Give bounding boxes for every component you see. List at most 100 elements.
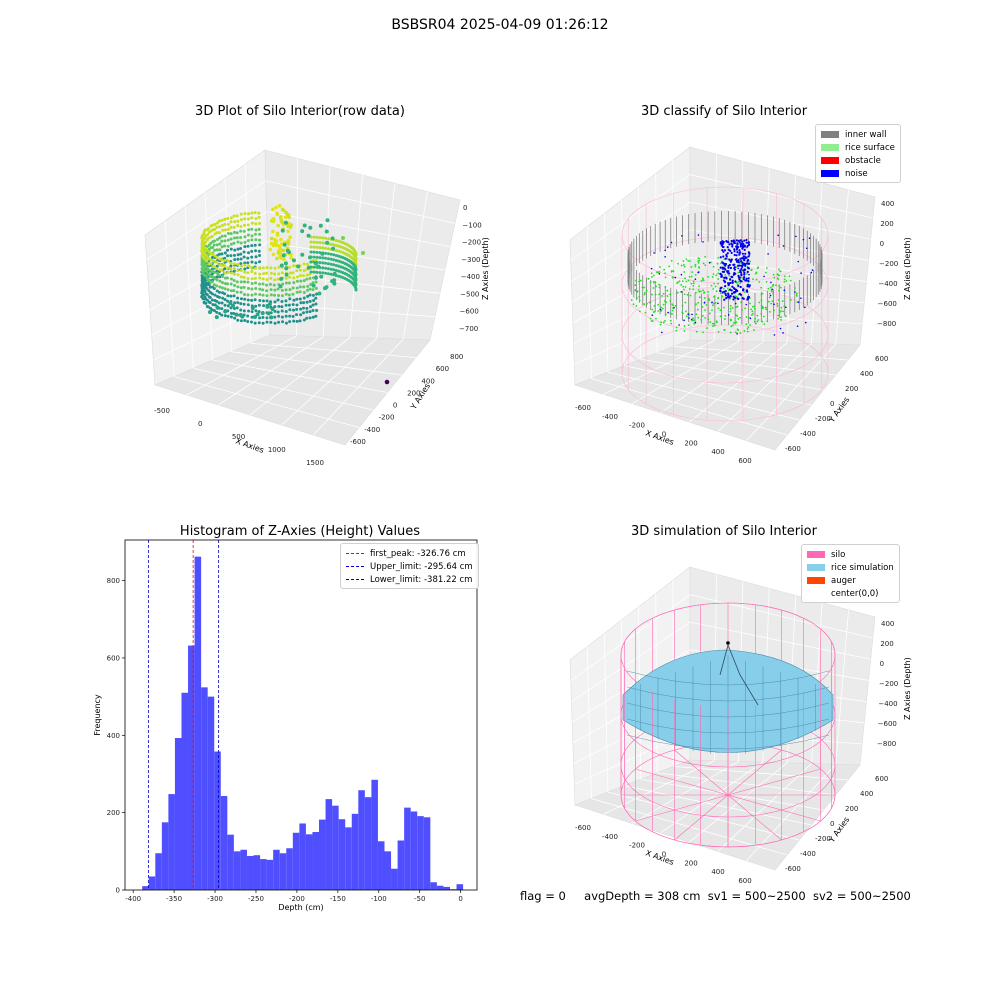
scatter-point xyxy=(257,249,261,253)
scatter-point xyxy=(276,310,280,314)
rice-surface-point xyxy=(711,309,713,312)
scatter-point xyxy=(250,216,254,220)
scatter-point xyxy=(209,224,213,228)
rice-surface-point xyxy=(681,280,684,283)
scatter-point xyxy=(226,288,230,292)
silo-wireframe-spoke xyxy=(674,749,729,796)
noise-point xyxy=(711,301,713,303)
scatter-point xyxy=(226,259,230,263)
rice-surface-point xyxy=(680,284,683,286)
legend-label: Upper_limit: -295.64 cm xyxy=(370,561,473,572)
rice-surface-point xyxy=(661,295,663,297)
rice-surface-point xyxy=(659,323,662,326)
rice-surface-point xyxy=(711,276,714,278)
rice-surface-point xyxy=(719,315,722,318)
rice-surface-point xyxy=(761,320,764,323)
scatter-point xyxy=(254,249,258,253)
scatter-point xyxy=(229,267,233,271)
rice-surface-point xyxy=(754,307,756,310)
histogram-bar xyxy=(220,796,228,890)
scatter-point xyxy=(246,271,250,275)
histogram-bar xyxy=(377,841,385,890)
noise-point xyxy=(728,272,731,275)
rice-surface-point xyxy=(651,276,653,278)
histogram-bar xyxy=(227,834,234,890)
scatter-point xyxy=(284,272,289,277)
rice-surface-point xyxy=(635,279,637,282)
noise-point xyxy=(742,242,745,245)
grid-line xyxy=(586,226,592,379)
noise-point xyxy=(742,255,745,258)
scatter-point xyxy=(258,232,262,236)
noise-point xyxy=(739,239,742,242)
scatter-point xyxy=(311,281,315,285)
scatter-point xyxy=(311,303,315,307)
scatter-point xyxy=(329,272,333,276)
rice-surface-point xyxy=(764,306,767,309)
scatter-point xyxy=(324,285,329,290)
rice-surface-point xyxy=(760,312,763,315)
scatter-point xyxy=(231,303,236,308)
scatter-point xyxy=(254,286,258,290)
rice-surface-point xyxy=(692,288,695,291)
scatter-point xyxy=(384,379,390,385)
grid-line xyxy=(640,778,824,811)
legend-item-inner-wall: inner wall xyxy=(821,128,895,141)
noise-point xyxy=(719,266,722,269)
scatter-point xyxy=(334,243,338,247)
scatter-point xyxy=(205,293,209,297)
legend-label: Lower_limit: -381.22 cm xyxy=(370,574,473,585)
scatter-point xyxy=(298,319,302,323)
scatter-point xyxy=(218,312,222,316)
scatter-point xyxy=(277,304,281,308)
noise-point xyxy=(664,256,666,258)
noise-point xyxy=(724,268,727,271)
rice-surface-point xyxy=(655,285,657,288)
rice-surface-point xyxy=(756,314,759,317)
scatter-point xyxy=(273,293,277,297)
legend-swatch xyxy=(821,170,839,177)
noise-point xyxy=(767,253,769,255)
scatter-point xyxy=(308,255,313,260)
scatter-point xyxy=(226,248,230,252)
scatter-point xyxy=(220,239,224,243)
scatter-point xyxy=(324,261,328,265)
noise-point xyxy=(741,265,744,268)
scatter-point xyxy=(306,233,311,238)
scatter-point xyxy=(220,307,224,311)
noise-point xyxy=(782,245,785,247)
noise-point xyxy=(733,248,736,251)
scatter-point xyxy=(334,248,338,252)
scatter-point xyxy=(202,250,206,254)
scatter-point xyxy=(273,300,277,304)
scatter-point xyxy=(235,236,239,240)
scatter-point xyxy=(207,278,211,282)
noise-point xyxy=(746,244,749,248)
scatter-point xyxy=(207,247,211,251)
legend-label: first_peak: -326.76 cm xyxy=(370,548,466,559)
noise-point xyxy=(733,291,736,294)
noise-point xyxy=(810,271,813,274)
noise-point xyxy=(683,319,685,322)
noise-point xyxy=(724,257,727,260)
noise-point xyxy=(771,288,774,291)
scatter-point xyxy=(258,316,262,320)
scatter-point xyxy=(253,266,257,270)
rice-surface-point xyxy=(767,300,770,303)
tick-label: -200 xyxy=(629,842,645,850)
histogram-bar xyxy=(351,813,359,890)
scatter-point xyxy=(261,277,265,281)
legend-swatch xyxy=(807,564,825,571)
legend-swatch xyxy=(807,551,825,558)
rice-surface-point xyxy=(658,293,661,296)
scatter-point xyxy=(284,292,288,296)
histogram-bar xyxy=(423,817,431,890)
tick-label: −700 xyxy=(459,325,478,333)
legend-label: obstacle xyxy=(845,155,881,166)
rice-surface-point xyxy=(735,321,738,324)
legend-swatch xyxy=(346,579,364,580)
grid-line xyxy=(689,174,873,219)
rice-surface-point xyxy=(685,310,687,313)
noise-point xyxy=(735,248,738,251)
scatter-point xyxy=(253,321,257,325)
